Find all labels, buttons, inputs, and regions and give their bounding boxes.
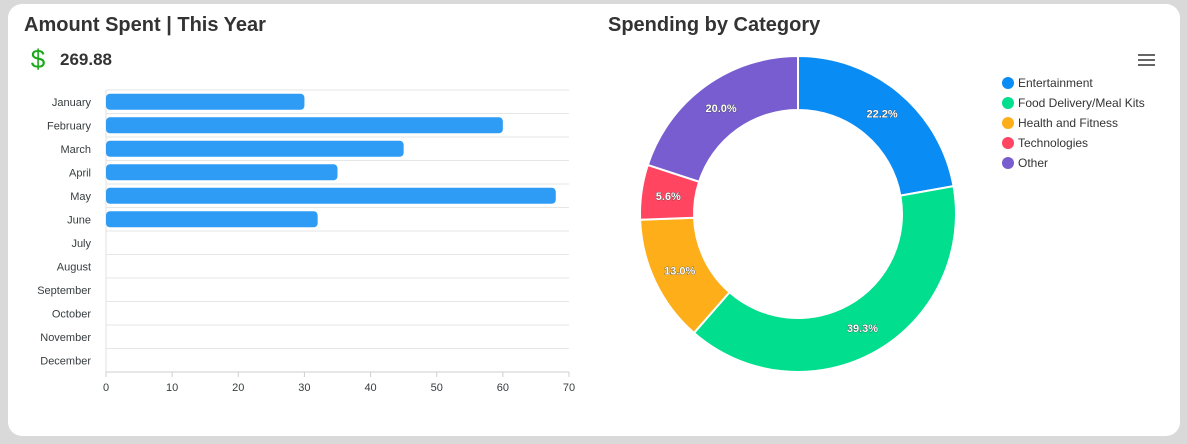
donut-slice[interactable]: [646, 54, 799, 183]
dashboard-card: Amount Spent | This Year $ 269.88 0 10 20 3…: [8, 4, 1180, 436]
legend-marker: [1002, 77, 1014, 89]
dollar-sign-icon: $: [30, 44, 46, 74]
donut-data-label: 20.0%: [705, 103, 736, 115]
month-label: July: [71, 238, 91, 250]
x-tick-label: 40: [364, 382, 376, 394]
month-label: February: [47, 120, 92, 132]
month-label: January: [52, 97, 92, 109]
spending-by-category-title: Spending by Category: [608, 14, 821, 36]
month-label: May: [70, 191, 91, 203]
month-label: October: [52, 308, 91, 320]
legend-item[interactable]: Food Delivery/Meal Kits: [1002, 93, 1145, 113]
legend-item[interactable]: Technologies: [1002, 133, 1145, 153]
month-label: September: [37, 285, 91, 297]
legend-marker: [1002, 157, 1014, 169]
month-label: November: [40, 332, 91, 344]
donut-data-label: 5.6%: [656, 191, 681, 203]
month-label: December: [40, 355, 91, 367]
legend-marker: [1002, 117, 1014, 129]
amount-summary: $ 269.88: [26, 44, 112, 75]
hamburger-menu-icon[interactable]: [1138, 54, 1155, 67]
month-label: April: [69, 167, 91, 179]
x-tick-label: 10: [166, 382, 178, 394]
month-bar[interactable]: [106, 164, 338, 181]
amount-spent-title: Amount Spent | This Year: [24, 14, 266, 36]
legend-label: Entertainment: [1018, 76, 1093, 90]
legend-marker: [1002, 137, 1014, 149]
donut-data-label: 22.2%: [866, 109, 897, 121]
legend-label: Other: [1018, 156, 1049, 170]
month-bar[interactable]: [106, 93, 305, 110]
x-tick-label: 30: [298, 382, 310, 394]
donut-slice[interactable]: [797, 54, 955, 197]
x-tick-label: 70: [563, 382, 575, 394]
legend-label: Health and Fitness: [1018, 116, 1119, 130]
month-bar[interactable]: [106, 117, 503, 134]
month-bar[interactable]: [106, 211, 318, 228]
x-tick-label: 0: [103, 382, 109, 394]
legend-label: Technologies: [1018, 136, 1089, 150]
month-bar[interactable]: [106, 187, 556, 204]
x-tick-label: 50: [431, 382, 443, 394]
donut-legend: Entertainment Food Delivery/Meal Kits Heal…: [1002, 73, 1145, 173]
category-donut-chart: 22.2% 39.3% 13.0% 5.6% 20.0%: [639, 54, 957, 373]
month-label: June: [67, 214, 91, 226]
monthly-spending-bar-chart: 0 10 20 30 40 50 60 70 January February March April…: [37, 89, 575, 394]
x-tick-label: 60: [497, 382, 509, 394]
legend-label: Food Delivery/Meal Kits: [1018, 96, 1145, 110]
month-label: March: [60, 144, 91, 156]
legend-marker: [1002, 97, 1014, 109]
month-label: August: [57, 261, 91, 273]
donut-slice[interactable]: [692, 184, 957, 373]
total-amount: 269.88: [60, 49, 112, 69]
x-tick-label: 20: [232, 382, 244, 394]
legend-item[interactable]: Entertainment: [1002, 73, 1145, 93]
legend-item[interactable]: Health and Fitness: [1002, 113, 1145, 133]
month-bar[interactable]: [106, 140, 404, 157]
legend-item[interactable]: Other: [1002, 153, 1145, 173]
donut-data-label: 13.0%: [664, 265, 695, 277]
donut-data-label: 39.3%: [847, 323, 878, 335]
